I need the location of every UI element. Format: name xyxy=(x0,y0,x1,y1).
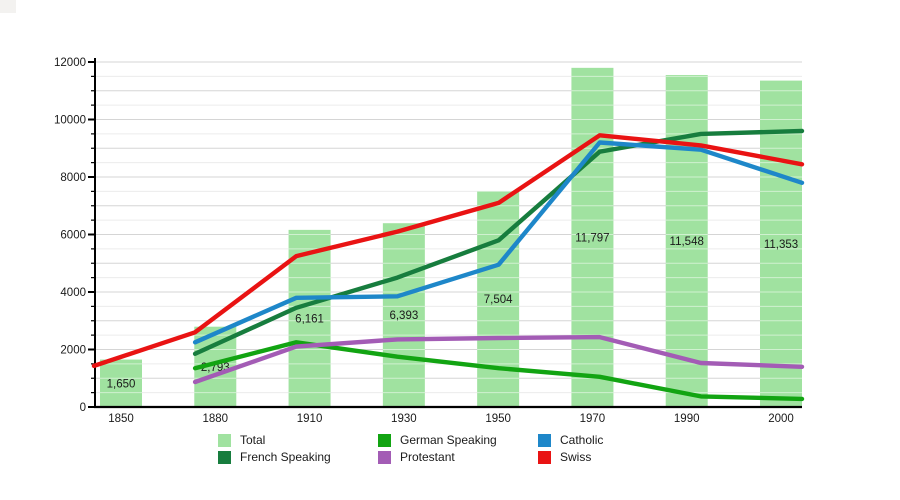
legend-item-swiss: Swiss xyxy=(538,450,591,464)
bar-value-label: 6,393 xyxy=(389,310,418,322)
y-tick-label: 4000 xyxy=(60,287,86,299)
bar-value-label: 7,504 xyxy=(484,294,513,306)
line-protestant xyxy=(192,334,805,385)
y-tick-label: 0 xyxy=(80,402,86,414)
legend-swatch-catholic xyxy=(538,433,551,447)
x-tick-label: 1970 xyxy=(580,413,606,425)
legend-swatch-protestant xyxy=(378,450,391,464)
bar-1930 xyxy=(382,223,425,407)
bar-value-label: 6,161 xyxy=(295,313,324,325)
y-tick-label: 8000 xyxy=(60,172,86,184)
line-german-speaking xyxy=(192,340,805,402)
bar-value-label: 11,548 xyxy=(670,236,704,248)
legend-label-german-speaking: German Speaking xyxy=(400,433,497,447)
chart-legend: Total French Speaking German Speaking Pr… xyxy=(0,0,900,464)
bar-1850 xyxy=(100,359,142,407)
x-tick-label: 1850 xyxy=(108,413,134,425)
x-tick-label: 2000 xyxy=(768,413,794,425)
legend-label-total: Total xyxy=(240,433,266,447)
bar-1990 xyxy=(665,74,708,408)
legend-item-protestant: Protestant xyxy=(378,450,455,464)
line-french-speaking xyxy=(192,128,805,356)
x-tick-label: 1990 xyxy=(674,413,700,425)
legend-item-german-speaking: German Speaking xyxy=(378,433,497,447)
legend-item-french-speaking: French Speaking xyxy=(218,450,331,464)
legend-swatch-total xyxy=(218,433,231,447)
line-swiss xyxy=(91,133,805,369)
x-tick-label: 1950 xyxy=(485,413,511,425)
line-catholic xyxy=(192,140,805,345)
legend-label-catholic: Catholic xyxy=(560,433,604,447)
y-tick-label: 12000 xyxy=(54,57,86,69)
legend-label-french-speaking: French Speaking xyxy=(240,450,331,464)
corner-artifact xyxy=(0,0,16,13)
bar-1970 xyxy=(571,67,614,408)
bar-value-label: 11,353 xyxy=(764,239,798,251)
legend-swatch-swiss xyxy=(538,450,551,464)
legend-swatch-german-speaking xyxy=(378,433,391,447)
bar-value-label: 1,650 xyxy=(107,378,136,390)
y-ticks: 0 2000 4000 6000 8000 10000 12000 xyxy=(54,57,95,414)
y-tick-label: 10000 xyxy=(54,115,86,127)
x-tick-labels: 1850 1880 1910 1930 1950 1970 1990 2000 xyxy=(108,413,794,425)
legend-label-swiss: Swiss xyxy=(560,450,592,464)
bar-2000 xyxy=(760,80,802,407)
x-tick-label: 1910 xyxy=(297,413,323,425)
x-tick-label: 1930 xyxy=(391,413,417,425)
legend-item-catholic: Catholic xyxy=(538,433,603,447)
legend-label-protestant: Protestant xyxy=(400,450,455,464)
legend-item-total: Total xyxy=(218,433,265,447)
y-tick-label: 2000 xyxy=(60,345,86,357)
bar-value-label: 11,797 xyxy=(575,232,609,244)
x-tick-label: 1880 xyxy=(202,413,228,425)
y-tick-label: 6000 xyxy=(60,230,86,242)
legend-swatch-french-speaking xyxy=(218,450,231,464)
